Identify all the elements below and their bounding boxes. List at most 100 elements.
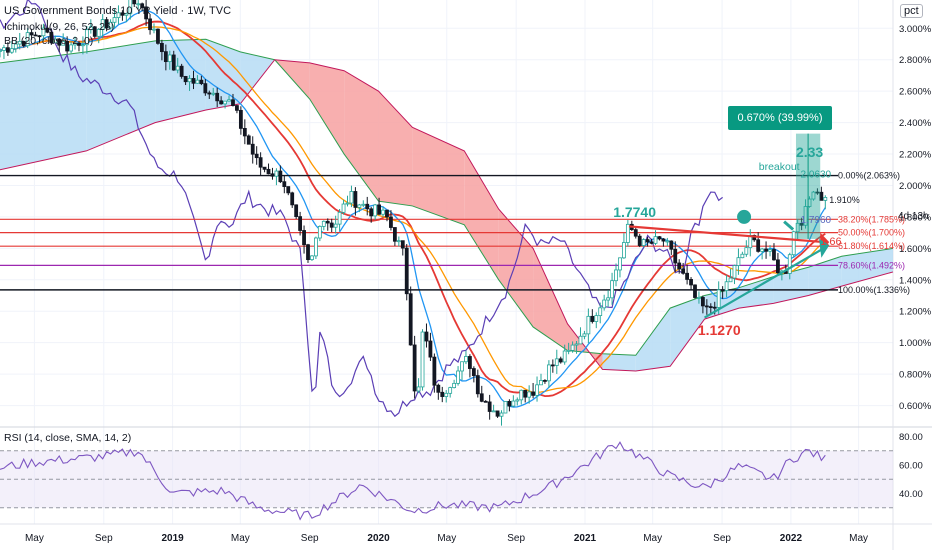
cloud-segment-bull [240, 51, 275, 104]
candle-body [649, 241, 654, 244]
candle-body [645, 239, 650, 243]
candle-body [211, 92, 216, 95]
unit-button[interactable]: pct [900, 4, 923, 18]
cloud-segment-bear [533, 248, 568, 351]
candle-body [728, 277, 733, 283]
candle-body [203, 83, 208, 94]
candle-body [73, 43, 77, 46]
candle-body [321, 220, 326, 227]
candle-body [231, 99, 235, 106]
candle-body [128, 0, 133, 15]
candle-body [140, 3, 145, 8]
candle-body [179, 65, 184, 77]
candle-body [148, 18, 152, 31]
candle-body [235, 105, 239, 111]
candle-body [238, 109, 243, 129]
candle-body [471, 368, 476, 376]
candle-body [361, 203, 366, 206]
candle-body [77, 43, 81, 46]
candle-body [207, 92, 212, 95]
candle-body [499, 412, 504, 417]
annotation-label: 1.910% [829, 195, 860, 205]
candle-body [823, 197, 828, 201]
candle-body [693, 284, 697, 298]
candle-body [436, 384, 441, 393]
candle-body [444, 392, 449, 397]
x-tick-label: Sep [301, 533, 319, 544]
cloud-segment-bull [738, 276, 774, 309]
candle-body [329, 222, 334, 228]
y-tick-label: 3.000% [899, 24, 932, 35]
candle-body [681, 268, 686, 274]
x-tick-label: Sep [507, 533, 525, 544]
candle-body [345, 202, 350, 205]
candle-body [349, 191, 354, 204]
candle-body [586, 315, 591, 335]
candle-body [815, 191, 820, 194]
candle-body [416, 386, 421, 392]
candle-body [373, 204, 378, 217]
candle-body [33, 34, 38, 37]
bb-legend[interactable]: BB (20, close, 2, 0) [4, 35, 94, 47]
candle-body [175, 65, 180, 71]
candle-body [546, 364, 551, 382]
check-mark-icon [737, 209, 752, 224]
x-tick-label: 2020 [367, 533, 390, 544]
cloud-segment-bull [0, 51, 87, 170]
candle-body [404, 247, 409, 295]
cloud-segment-bull [205, 39, 241, 111]
candle-body [669, 240, 674, 250]
candle-body [610, 280, 614, 299]
annotation-label: 1.7960 [800, 215, 831, 226]
support-trendline [704, 247, 825, 319]
senkou-span-a [0, 38, 894, 356]
candle-body [697, 297, 701, 299]
candle-body [799, 222, 804, 226]
candle-body [495, 410, 500, 417]
candle-body [716, 289, 721, 308]
ichimoku-legend[interactable]: Ichimoku (9, 26, 52, 26) [4, 21, 115, 33]
candle-body [590, 315, 595, 322]
candle-body [353, 191, 358, 208]
candle-body [614, 269, 618, 282]
candle-body [519, 389, 524, 401]
candle-body [124, 13, 129, 16]
candle-body [432, 356, 437, 386]
candle-body [772, 249, 776, 261]
x-tick-label: Sep [713, 533, 731, 544]
candle-body [278, 170, 283, 183]
candle-body [622, 242, 626, 259]
candle-body [732, 265, 737, 279]
candle-body [566, 349, 571, 352]
x-tick-label: Sep [95, 533, 113, 544]
candle-body [227, 99, 231, 102]
resistance-trendline [628, 225, 824, 244]
candle-body [424, 331, 429, 342]
annotation-label: 2.33 [796, 144, 823, 160]
candle-body [242, 128, 247, 137]
level-label: 61.80%(1.614%) [838, 241, 905, 251]
cloud-segment-bear [498, 209, 534, 327]
candle-body [266, 168, 271, 175]
rsi-legend[interactable]: RSI (14, close, SMA, 14, 2) [4, 432, 132, 444]
candle-body [13, 43, 18, 50]
candle-body [523, 389, 528, 398]
candle-body [539, 380, 543, 386]
candle-body [396, 240, 401, 243]
y-tick-label: 1.000% [899, 338, 932, 349]
candle-body [187, 78, 192, 83]
candle-body [483, 400, 488, 403]
candle-body [618, 257, 622, 271]
candle-body [294, 204, 299, 217]
cloud-segment-bear [464, 150, 499, 280]
candle-body [637, 235, 642, 246]
candle-body [160, 42, 164, 53]
candle-body [163, 51, 168, 63]
kijun-sen-line [0, 26, 826, 394]
candle-body [45, 27, 50, 33]
candle-body [53, 38, 58, 44]
candle-body [578, 335, 583, 345]
candle-body [156, 28, 160, 44]
candle-body [641, 239, 646, 246]
